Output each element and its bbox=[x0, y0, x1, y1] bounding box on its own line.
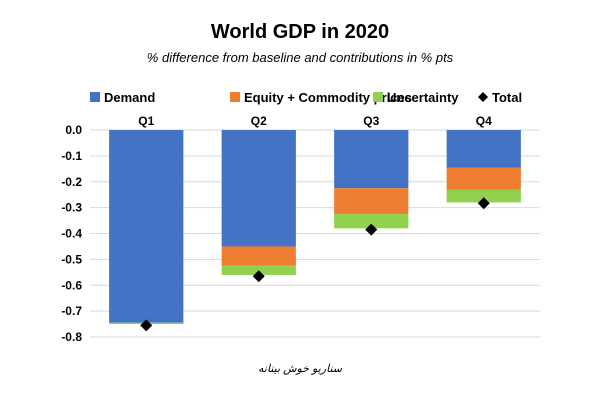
bars bbox=[109, 130, 521, 325]
bar-segment bbox=[334, 188, 409, 215]
legend-marker-total bbox=[478, 92, 488, 102]
legend-label: Equity + Commodity prices bbox=[244, 90, 412, 105]
total-markers bbox=[140, 197, 490, 332]
category-label: Q2 bbox=[251, 114, 267, 128]
bar-segment bbox=[446, 130, 521, 168]
y-tick-label: -0.3 bbox=[61, 201, 82, 215]
total-marker bbox=[477, 197, 490, 210]
total-marker bbox=[365, 223, 378, 236]
y-tick-label: -0.8 bbox=[61, 330, 82, 344]
legend-label: Uncertainty bbox=[387, 90, 459, 105]
y-tick-label: -0.4 bbox=[61, 227, 82, 241]
y-tick-label: 0.0 bbox=[65, 123, 82, 137]
y-tick-label: -0.6 bbox=[61, 278, 82, 292]
bar-segment bbox=[446, 189, 521, 203]
bar-segment bbox=[221, 246, 296, 266]
legend: Demand Equity + Commodity pricesUncertain… bbox=[90, 90, 522, 105]
y-tick-label: -0.1 bbox=[61, 149, 82, 163]
legend-label: Demand bbox=[104, 90, 155, 105]
y-axis: 0.0 -0.1 -0.2 -0.3 -0.4 -0.5 -0.6 -0.7 -0.8 bbox=[61, 123, 82, 344]
bar-segment bbox=[446, 167, 521, 190]
total-marker bbox=[252, 270, 265, 283]
bar-segment bbox=[334, 130, 409, 189]
bar-segment bbox=[334, 214, 409, 229]
chart-subtitle: % difference from baseline and contribut… bbox=[147, 50, 454, 65]
bar-segment bbox=[221, 130, 296, 247]
legend-swatch bbox=[373, 92, 383, 102]
category-label: Q1 bbox=[138, 114, 154, 128]
chart-caption: سناریو خوش بینانه bbox=[258, 363, 343, 375]
y-tick-label: -0.7 bbox=[61, 304, 82, 318]
total-marker bbox=[140, 319, 153, 332]
legend-label: Total bbox=[492, 90, 522, 105]
legend-swatch bbox=[90, 92, 100, 102]
legend-swatch bbox=[230, 92, 240, 102]
y-tick-label: -0.5 bbox=[61, 252, 82, 266]
category-labels: Q1 Q2 Q3 Q4 bbox=[138, 114, 492, 128]
y-tick-label: -0.2 bbox=[61, 175, 82, 189]
bar-segment bbox=[109, 130, 184, 323]
category-label: Q3 bbox=[363, 114, 379, 128]
chart-title: World GDP in 2020 bbox=[211, 21, 389, 43]
category-label: Q4 bbox=[476, 114, 492, 128]
